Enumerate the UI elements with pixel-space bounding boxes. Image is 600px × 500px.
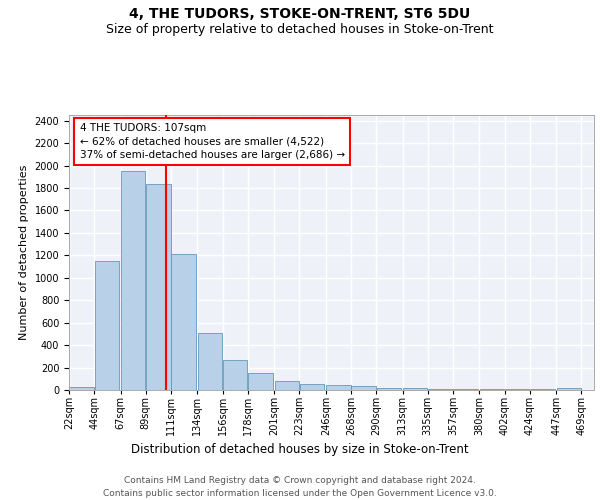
Bar <box>198 333 222 390</box>
Bar <box>223 360 247 390</box>
Text: 4, THE TUDORS, STOKE-ON-TRENT, ST6 5DU: 4, THE TUDORS, STOKE-ON-TRENT, ST6 5DU <box>130 8 470 22</box>
Y-axis label: Number of detached properties: Number of detached properties <box>19 165 29 340</box>
Text: Distribution of detached houses by size in Stoke-on-Trent: Distribution of detached houses by size … <box>131 442 469 456</box>
Bar <box>95 262 119 390</box>
Bar <box>326 385 350 390</box>
Bar <box>248 372 272 390</box>
Bar <box>146 184 170 390</box>
Bar <box>352 386 376 390</box>
Bar <box>300 384 324 390</box>
Bar <box>70 386 94 390</box>
Bar <box>377 388 401 390</box>
Text: 4 THE TUDORS: 107sqm
← 62% of detached houses are smaller (4,522)
37% of semi-de: 4 THE TUDORS: 107sqm ← 62% of detached h… <box>79 123 344 160</box>
Bar <box>557 388 581 390</box>
Bar <box>121 171 145 390</box>
Bar <box>275 381 299 390</box>
Bar <box>428 389 452 390</box>
Text: Size of property relative to detached houses in Stoke-on-Trent: Size of property relative to detached ho… <box>106 22 494 36</box>
Bar <box>403 388 427 390</box>
Bar <box>172 254 196 390</box>
Text: Contains HM Land Registry data © Crown copyright and database right 2024.
Contai: Contains HM Land Registry data © Crown c… <box>103 476 497 498</box>
